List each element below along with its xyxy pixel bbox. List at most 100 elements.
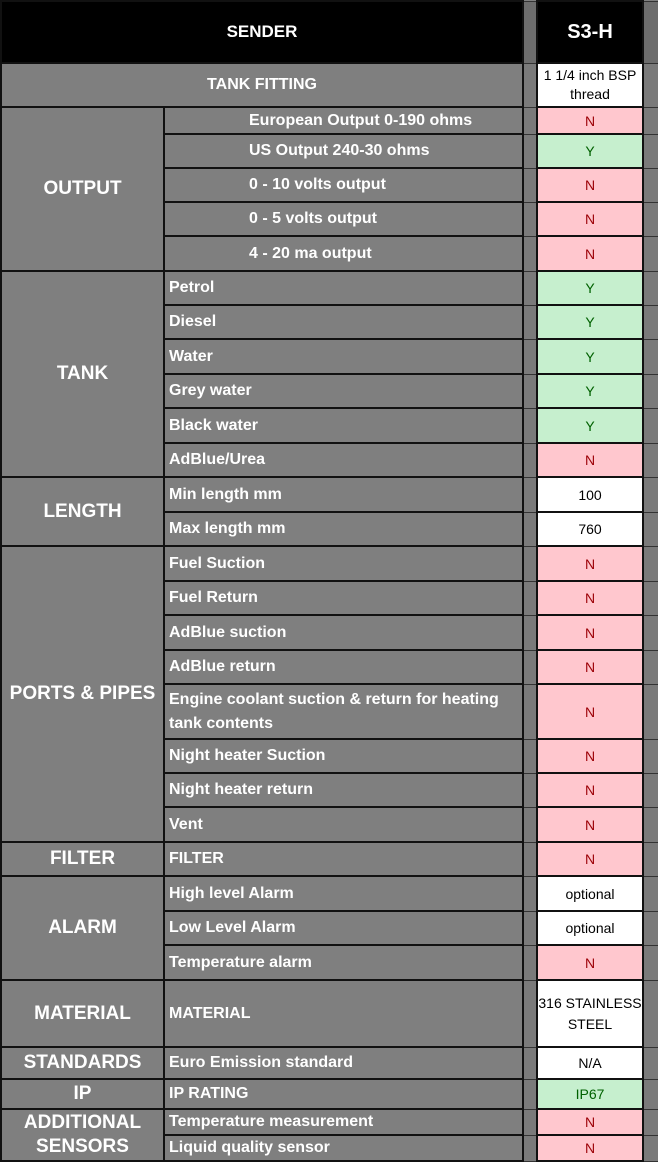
separator bbox=[522, 407, 539, 444]
row-value: optional bbox=[536, 910, 645, 946]
row-label: 0 - 5 volts output bbox=[162, 201, 525, 237]
row-value: N bbox=[536, 614, 645, 651]
separator bbox=[522, 649, 539, 685]
table-row: 4 - 20 ma output N bbox=[1, 235, 658, 272]
row-label: US Output 240-30 ohms bbox=[162, 133, 525, 169]
group-label: MATERIAL bbox=[0, 979, 165, 1048]
table-row: US Output 240-30 ohms Y bbox=[1, 133, 658, 169]
tank-fitting-value: 1 1/4 inch BSP thread bbox=[536, 62, 645, 108]
table-row: TANK Petrol Y bbox=[0, 270, 658, 478]
row-label: Min length mm bbox=[162, 476, 525, 513]
row-value: IP67 bbox=[536, 1078, 645, 1110]
separator bbox=[522, 683, 539, 740]
row-label: Petrol bbox=[162, 270, 525, 306]
separator bbox=[642, 407, 658, 444]
row-label: European Output 0-190 ohms bbox=[162, 106, 525, 135]
separator bbox=[642, 772, 658, 808]
row-label: Fuel Suction bbox=[162, 545, 525, 582]
table-row: Vent N bbox=[1, 806, 658, 843]
table-row: AdBlue/Urea N bbox=[1, 442, 658, 478]
row-label: AdBlue suction bbox=[162, 614, 525, 651]
row-label: High level Alarm bbox=[162, 875, 525, 912]
separator bbox=[522, 1046, 539, 1080]
row-label: Diesel bbox=[162, 304, 525, 340]
row-label: Water bbox=[162, 338, 525, 375]
group-label: FILTER bbox=[0, 841, 165, 877]
table-row: LENGTH Min length mm 100 bbox=[0, 476, 658, 547]
group-label: PORTS & PIPES bbox=[0, 545, 165, 843]
group-label: STANDARDS bbox=[0, 1046, 165, 1080]
row-value: N bbox=[536, 772, 645, 808]
group-label: OUTPUT bbox=[0, 106, 165, 272]
row-label: 4 - 20 ma output bbox=[162, 235, 525, 272]
separator bbox=[642, 106, 658, 135]
table-row: Black water Y bbox=[1, 407, 658, 444]
table-row: Engine coolant suction & return for heat… bbox=[1, 683, 658, 740]
table-row: Low Level Alarm optional bbox=[1, 910, 658, 946]
row-value: N bbox=[536, 738, 645, 774]
separator bbox=[642, 545, 658, 582]
tank-fitting-row: TANK FITTING 1 1/4 inch BSP thread bbox=[0, 62, 658, 108]
table-row: Max length mm 760 bbox=[1, 511, 658, 547]
row-value: N bbox=[536, 1108, 645, 1136]
row-label: Max length mm bbox=[162, 511, 525, 547]
row-value: 100 bbox=[536, 476, 645, 513]
separator bbox=[522, 373, 539, 409]
table-row: ADDITIONAL SENSORS Temperature measuremen… bbox=[0, 1108, 658, 1162]
separator bbox=[522, 545, 539, 582]
row-value: Y bbox=[536, 133, 645, 169]
row-label: Euro Emission standard bbox=[162, 1046, 525, 1080]
row-value: Y bbox=[536, 373, 645, 409]
table-row: 0 - 10 volts output N bbox=[1, 167, 658, 203]
separator bbox=[522, 201, 539, 237]
row-value: 316 STAINLESS STEEL bbox=[536, 979, 645, 1048]
separator bbox=[642, 875, 658, 912]
separator bbox=[522, 442, 539, 478]
row-label: Night heater return bbox=[162, 772, 525, 808]
separator bbox=[642, 442, 658, 478]
table-row: STANDARDS Euro Emission standard N/A bbox=[0, 1046, 658, 1080]
separator bbox=[642, 614, 658, 651]
separator bbox=[642, 1134, 658, 1162]
table-row: Temperature alarm N bbox=[1, 944, 658, 981]
separator bbox=[642, 979, 658, 1048]
separator bbox=[642, 0, 658, 64]
separator bbox=[522, 979, 539, 1048]
sender-header: SENDER bbox=[0, 0, 525, 64]
row-value: N bbox=[536, 649, 645, 685]
table-row: IP IP RATING IP67 bbox=[0, 1078, 658, 1110]
separator bbox=[642, 338, 658, 375]
separator bbox=[642, 944, 658, 981]
table-row: AdBlue return N bbox=[1, 649, 658, 685]
separator bbox=[642, 580, 658, 616]
separator bbox=[642, 201, 658, 237]
separator bbox=[642, 167, 658, 203]
separator bbox=[522, 62, 539, 108]
row-label: Temperature alarm bbox=[162, 944, 525, 981]
row-value: 760 bbox=[536, 511, 645, 547]
table-row: FILTER FILTER N bbox=[0, 841, 658, 877]
row-value: N bbox=[536, 106, 645, 135]
row-label: Fuel Return bbox=[162, 580, 525, 616]
row-value: Y bbox=[536, 270, 645, 306]
separator bbox=[522, 304, 539, 340]
group-label: IP bbox=[0, 1078, 165, 1110]
row-label: Temperature measurement bbox=[162, 1108, 525, 1136]
group-label: TANK bbox=[0, 270, 165, 478]
row-value: N bbox=[536, 580, 645, 616]
separator bbox=[522, 106, 539, 135]
separator bbox=[522, 270, 539, 306]
row-value: Y bbox=[536, 338, 645, 375]
row-value: optional bbox=[536, 875, 645, 912]
separator bbox=[642, 373, 658, 409]
separator bbox=[522, 133, 539, 169]
table-row: Water Y bbox=[1, 338, 658, 375]
row-label: MATERIAL bbox=[162, 979, 525, 1048]
separator bbox=[522, 338, 539, 375]
row-value: N bbox=[536, 442, 645, 478]
row-label: 0 - 10 volts output bbox=[162, 167, 525, 203]
tank-fitting-label: TANK FITTING bbox=[0, 62, 525, 108]
row-label: AdBlue/Urea bbox=[162, 442, 525, 478]
separator bbox=[522, 772, 539, 808]
